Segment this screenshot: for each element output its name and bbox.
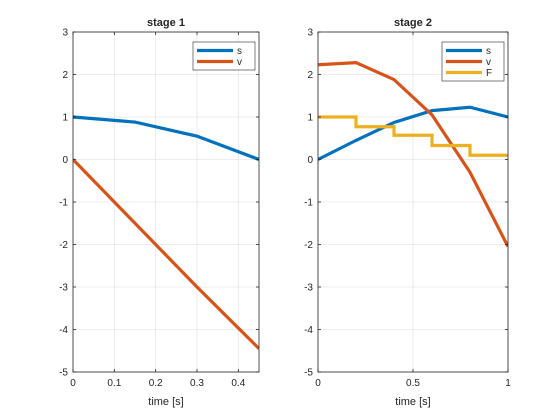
x-tick-label: 0.2 xyxy=(149,378,163,389)
series-line-s xyxy=(318,105,508,161)
series-line-v xyxy=(318,60,508,248)
legend-label-F: F xyxy=(486,68,492,79)
plot-panel-2: 0 0.5 1 -5 -4 -3 -2 -1 0 1 2 3 stage 2 time [s] svF xyxy=(304,17,511,408)
legend-label-s: s xyxy=(486,46,491,57)
x-tick-label: 1 xyxy=(505,378,511,389)
y-tick-label: -5 xyxy=(59,368,68,379)
y-tick-label: 0 xyxy=(307,155,313,166)
y-tick-label: 1 xyxy=(307,113,313,124)
y-tick-label: 3 xyxy=(62,28,68,39)
legend-label-v: v xyxy=(486,57,491,68)
x-axis-label: time [s] xyxy=(395,396,430,408)
y-tick-label: -5 xyxy=(304,368,313,379)
y-tick-label: 2 xyxy=(307,70,313,81)
x-tick-label: 0 xyxy=(70,378,76,389)
y-tick-label: 3 xyxy=(307,28,313,39)
chart-title: stage 2 xyxy=(394,17,432,29)
y-tick-label: -4 xyxy=(59,325,68,336)
x-tick-label: 0.4 xyxy=(231,378,245,389)
x-tick-label: 0.5 xyxy=(406,378,420,389)
y-tick-label: -4 xyxy=(304,325,313,336)
legend-label-s: s xyxy=(237,46,242,57)
x-axis-label: time [s] xyxy=(148,396,183,408)
series-line-F xyxy=(318,115,508,157)
x-tick-label: 0.3 xyxy=(190,378,204,389)
plot-panel-1: 0 0.1 0.2 0.3 0.4 -5 -4 -3 -2 -1 0 1 2 3 stage 1 time [… xyxy=(59,17,260,408)
y-tick-label: -3 xyxy=(304,283,313,294)
y-tick-label: -3 xyxy=(59,283,68,294)
legend: svF xyxy=(441,41,505,82)
legend-label-v: v xyxy=(237,57,242,68)
series-line-v xyxy=(73,158,259,350)
legend: sv xyxy=(192,41,256,71)
y-tick-label: 2 xyxy=(62,70,68,81)
y-tick-label: -1 xyxy=(304,198,313,209)
x-tick-label: 0.1 xyxy=(107,378,121,389)
y-tick-label: 0 xyxy=(62,155,68,166)
y-tick-label: -2 xyxy=(304,240,313,251)
series-line-s xyxy=(73,115,259,161)
x-tick-label: 0 xyxy=(315,378,321,389)
legend-box xyxy=(192,41,256,71)
y-tick-label: 1 xyxy=(62,113,68,124)
chart-title: stage 1 xyxy=(147,17,185,29)
y-tick-label: -1 xyxy=(59,198,68,209)
y-tick-label: -2 xyxy=(59,240,68,251)
series-group xyxy=(318,60,508,248)
series-group xyxy=(73,115,259,350)
